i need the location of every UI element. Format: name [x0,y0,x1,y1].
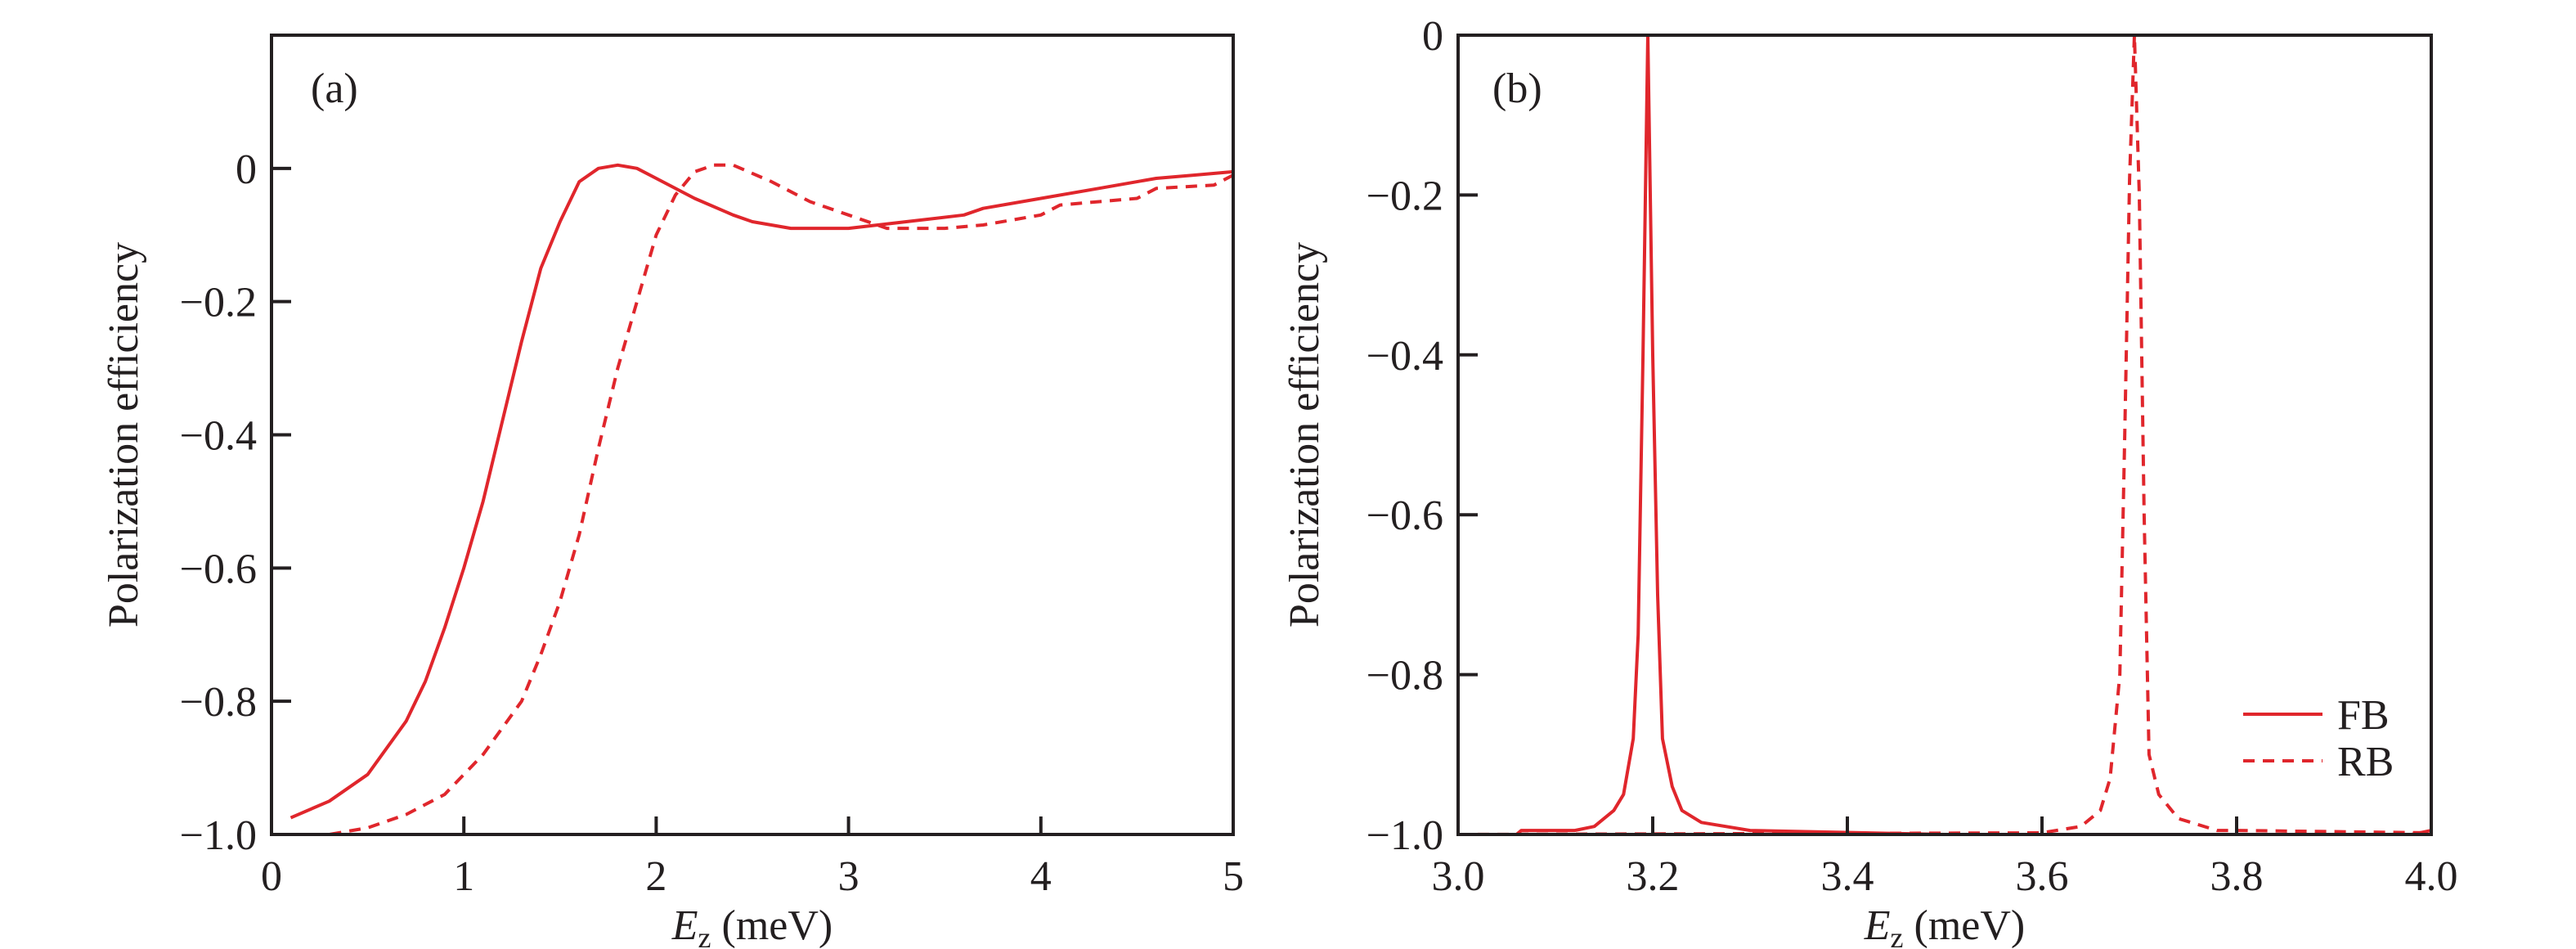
legend-label-fb: FB [2337,692,2390,739]
series-line-dashed [290,163,1234,836]
plot-frame [1456,34,2433,836]
x-axis-label: Ez (meV) [1864,902,2025,949]
y-tick-label: −1.0 [1367,812,1443,859]
y-tick-label: 0 [236,146,257,193]
x-axis-label-subscript: z [698,921,711,949]
y-tick-label: 0 [1422,13,1443,60]
panel-b: 3.0 3.2 3.4 3.6 3.8 4.0 0 −0.2 −0.4 −0.6 −0.8 −1.0 (… [1281,13,2458,949]
y-tick-label: −0.6 [180,546,257,592]
x-axis-label-subscript: z [1891,921,1904,949]
x-axis-label-variable: E [1864,902,1891,949]
y-tick-label: −0.8 [180,679,257,726]
panel-label: (b) [1492,65,1542,112]
x-axis-label-unit: (meV) [1904,902,2026,949]
y-tick-label: −0.2 [180,280,257,326]
x-tick-label: 3.6 [2016,853,2069,900]
y-tick-label: −0.2 [1367,173,1443,219]
x-tick-label: 3.2 [1627,853,1680,900]
x-axis-label-unit: (meV) [711,902,833,949]
x-tick-label: 4 [1030,853,1052,900]
y-axis-label: Polarization efficiency [101,242,147,627]
x-tick-label: 3 [838,853,859,900]
y-tick-label: −1.0 [180,812,257,859]
y-tick-label: −0.4 [180,413,257,460]
y-tick-label: −0.6 [1367,492,1443,539]
y-tick-label: −0.8 [1367,653,1443,699]
x-tick-label: 3.8 [2210,853,2264,900]
panel-a: 0 1 2 3 4 5 0 −0.2 −0.4 −0.6 −0.8 −1.0 (a) Polarizati… [101,34,1244,949]
x-tick-label: 2 [645,853,666,900]
x-tick-label: 1 [453,853,474,900]
x-tick-label: 0 [261,853,282,900]
panel-label: (a) [311,65,358,112]
x-tick-label: 5 [1223,853,1244,900]
x-axis-label: Ez (meV) [671,902,832,949]
y-axis-label: Polarization efficiency [1281,242,1328,627]
x-tick-label: 3.0 [1432,853,1485,900]
legend-label-rb: RB [2337,739,2394,785]
x-axis-label-variable: E [671,902,698,949]
series-line-solid [289,163,1234,820]
x-tick-label: 4.0 [2405,853,2458,900]
plot-frame [270,34,1235,836]
x-tick-label: 3.4 [1821,853,1874,900]
y-tick-label: −0.4 [1367,333,1443,380]
